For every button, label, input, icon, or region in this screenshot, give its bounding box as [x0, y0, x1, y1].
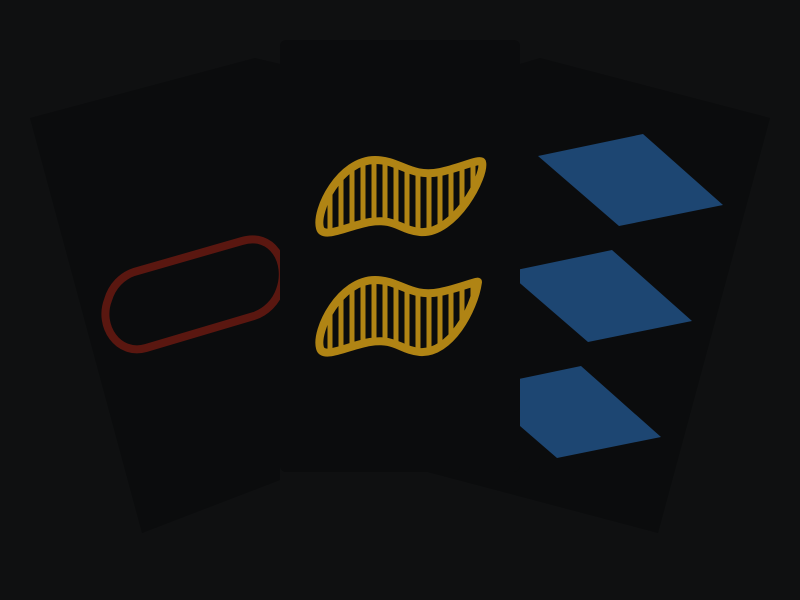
diamond-symbol	[538, 134, 723, 226]
diamond-symbol	[507, 250, 692, 342]
card-center-face	[280, 40, 520, 472]
card-left[interactable]	[30, 58, 283, 533]
diamond-symbol	[476, 366, 661, 458]
card-center[interactable]	[280, 40, 520, 472]
oval-symbol	[101, 235, 280, 354]
card-left-face	[30, 58, 280, 533]
